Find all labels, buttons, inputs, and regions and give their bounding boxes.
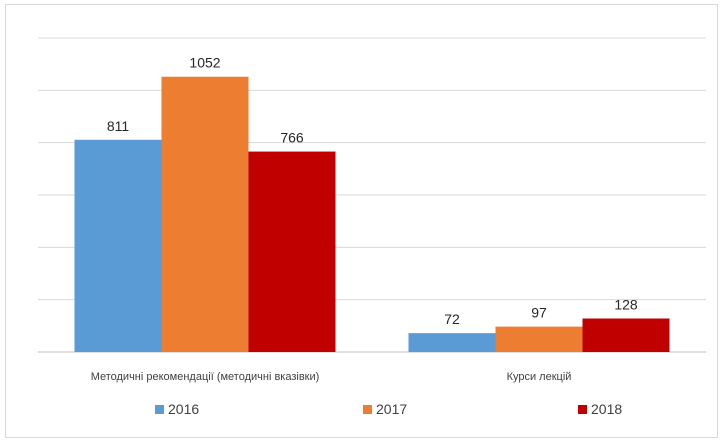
data-label-2017-1: 97 <box>531 305 547 321</box>
legend-label-2017: 2017 <box>376 401 407 417</box>
bar-2016-1 <box>408 333 496 352</box>
legend-swatch-2017 <box>363 405 372 414</box>
legend-label-2016: 2016 <box>168 401 199 417</box>
bar-2016-0 <box>74 139 162 352</box>
data-label-2016-0: 811 <box>107 118 130 134</box>
legend: 2016 2017 2018 <box>155 401 622 417</box>
data-label-2017-0: 1052 <box>189 55 220 71</box>
legend-swatch-2018 <box>578 405 587 414</box>
data-label-2016-1: 72 <box>444 311 460 327</box>
data-labels: 811 1052 766 72 97 128 <box>107 55 638 327</box>
bar-2018-0 <box>248 151 336 352</box>
bar-2017-0 <box>161 76 249 352</box>
legend-swatch-2016 <box>155 405 164 414</box>
legend-label-2018: 2018 <box>591 401 622 417</box>
bars <box>74 76 670 352</box>
bar-2017-1 <box>495 326 583 352</box>
bar-2018-1 <box>582 318 670 352</box>
data-label-2018-0: 766 <box>280 130 304 146</box>
category-label-0: Методичні рекомендації (методичні вказів… <box>91 371 320 383</box>
category-labels: Методичні рекомендації (методичні вказів… <box>91 371 572 383</box>
category-label-1: Курси лекцій <box>507 371 572 383</box>
data-label-2018-1: 128 <box>614 297 638 313</box>
